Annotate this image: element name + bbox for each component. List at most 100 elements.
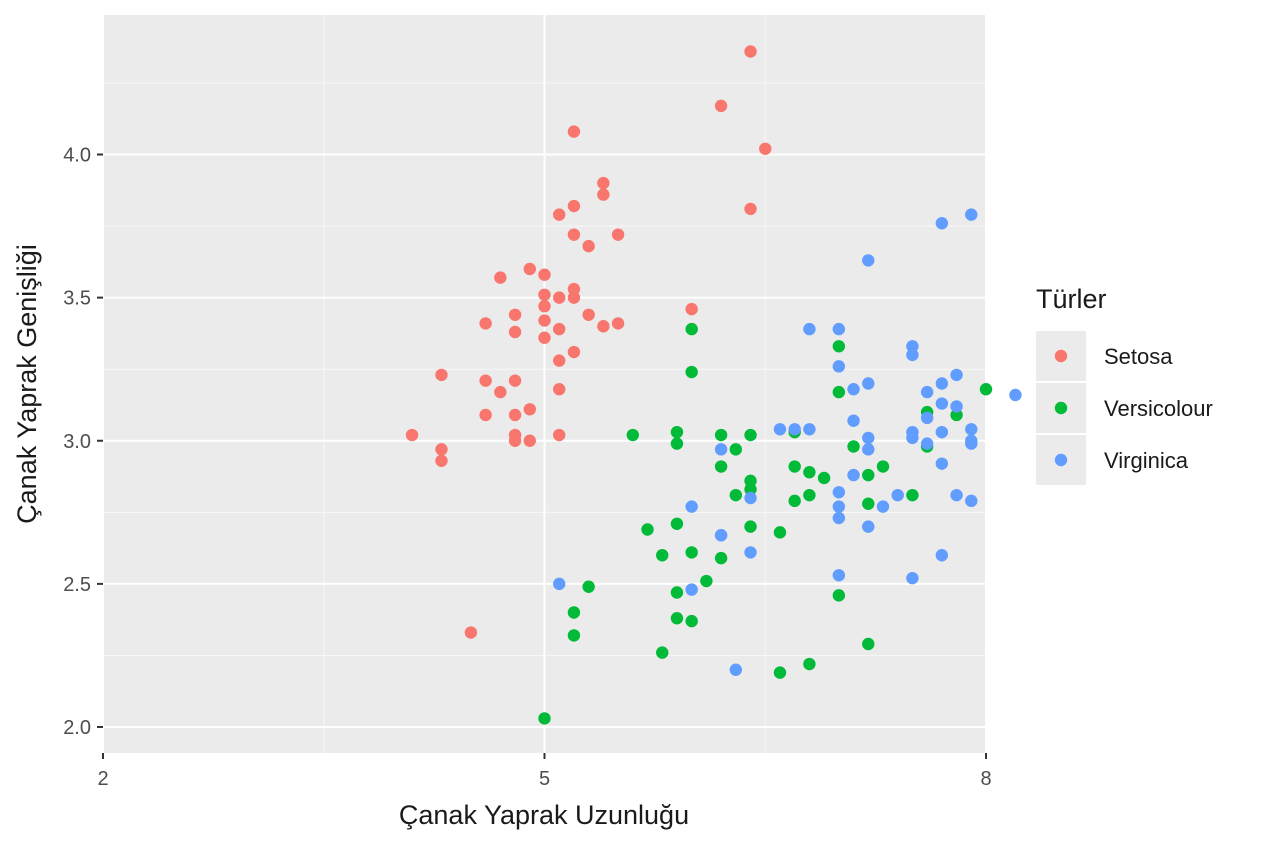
x-axis: 2 5 8 bbox=[97, 753, 992, 790]
data-point-virginica bbox=[935, 425, 949, 439]
x-axis-title: Çanak Yaprak Uzunluğu bbox=[399, 800, 689, 830]
data-point-virginica bbox=[862, 377, 875, 390]
data-point-setosa bbox=[567, 345, 581, 359]
data-point-virginica bbox=[832, 322, 846, 336]
data-point-versicolour bbox=[817, 471, 831, 485]
data-point-virginica bbox=[906, 348, 919, 362]
data-point-virginica bbox=[744, 546, 757, 559]
data-point-setosa bbox=[538, 268, 551, 281]
data-point-versicolour bbox=[714, 551, 728, 565]
data-point-versicolour bbox=[714, 460, 728, 473]
x-tick-label: 2 bbox=[97, 768, 108, 790]
data-point-virginica bbox=[965, 423, 978, 436]
data-point-versicolour bbox=[744, 520, 757, 533]
data-point-versicolour bbox=[685, 322, 698, 336]
data-point-virginica bbox=[965, 208, 978, 221]
data-point-versicolour bbox=[582, 580, 595, 593]
data-point-setosa bbox=[464, 626, 478, 639]
data-point-setosa bbox=[553, 208, 566, 221]
data-point-versicolour bbox=[832, 340, 846, 353]
y-tick-label: 3.5 bbox=[63, 288, 91, 310]
data-point-virginica bbox=[803, 423, 816, 436]
y-tick-label: 4.0 bbox=[63, 145, 91, 167]
data-point-versicolour bbox=[670, 586, 684, 599]
data-point-setosa bbox=[508, 434, 522, 447]
data-point-setosa bbox=[523, 262, 536, 276]
data-point-virginica bbox=[965, 437, 978, 450]
legend-dot-versicolour bbox=[1054, 401, 1068, 415]
data-point-setosa bbox=[759, 142, 772, 155]
data-point-setosa bbox=[435, 368, 448, 382]
data-point-setosa bbox=[435, 454, 448, 467]
data-point-versicolour bbox=[803, 488, 816, 502]
data-point-versicolour bbox=[950, 408, 963, 422]
data-point-versicolour bbox=[685, 614, 698, 628]
data-point-virginica bbox=[832, 486, 846, 499]
data-point-virginica bbox=[950, 400, 963, 413]
legend-dot-setosa bbox=[1054, 349, 1068, 363]
data-point-versicolour bbox=[641, 523, 654, 536]
data-point-virginica bbox=[920, 411, 934, 425]
x-tick-label: 8 bbox=[980, 768, 991, 790]
data-point-virginica bbox=[862, 254, 875, 267]
data-point-versicolour bbox=[685, 365, 698, 379]
data-point-virginica bbox=[729, 663, 743, 676]
data-point-setosa bbox=[538, 314, 551, 327]
data-point-versicolour bbox=[670, 517, 684, 530]
data-point-setosa bbox=[435, 443, 448, 456]
data-point-virginica bbox=[832, 511, 846, 525]
data-point-versicolour bbox=[685, 546, 698, 559]
data-point-versicolour bbox=[803, 657, 816, 671]
data-point-virginica bbox=[862, 443, 875, 456]
data-point-versicolour bbox=[567, 629, 581, 642]
data-point-versicolour bbox=[744, 474, 757, 488]
data-point-virginica bbox=[920, 437, 934, 450]
data-point-versicolour bbox=[744, 483, 757, 496]
data-point-setosa bbox=[553, 291, 566, 304]
data-point-versicolour bbox=[862, 468, 875, 482]
data-point-setosa bbox=[479, 317, 492, 330]
data-point-setosa bbox=[744, 202, 757, 216]
data-point-setosa bbox=[523, 403, 536, 416]
data-point-virginica bbox=[906, 340, 919, 353]
legend: Türler Setosa Versicolour Virginica bbox=[1036, 284, 1213, 485]
legend-items: Setosa Versicolour Virginica bbox=[1036, 331, 1213, 485]
legend-title: Türler bbox=[1036, 284, 1107, 314]
legend-label-setosa: Setosa bbox=[1104, 344, 1173, 369]
data-point-setosa bbox=[508, 374, 522, 387]
data-point-setosa bbox=[538, 300, 551, 313]
data-point-virginica bbox=[1009, 388, 1022, 402]
data-point-virginica bbox=[553, 577, 566, 591]
data-point-setosa bbox=[508, 408, 522, 422]
data-point-setosa bbox=[553, 354, 566, 367]
data-point-versicolour bbox=[670, 612, 684, 625]
data-point-setosa bbox=[567, 228, 581, 241]
data-point-versicolour bbox=[656, 646, 669, 659]
data-point-setosa bbox=[479, 408, 492, 422]
data-point-virginica bbox=[773, 423, 787, 436]
data-point-versicolour bbox=[567, 606, 581, 619]
data-point-versicolour bbox=[714, 428, 728, 442]
y-tick-label: 3.0 bbox=[63, 431, 91, 453]
data-point-versicolour bbox=[862, 637, 875, 651]
data-point-versicolour bbox=[847, 440, 860, 453]
data-point-virginica bbox=[935, 549, 949, 562]
data-point-setosa bbox=[714, 99, 728, 113]
data-point-versicolour bbox=[876, 460, 890, 473]
data-point-versicolour bbox=[626, 428, 639, 442]
data-point-virginica bbox=[935, 457, 949, 470]
data-point-setosa bbox=[405, 428, 419, 442]
data-point-virginica bbox=[832, 569, 846, 582]
data-point-setosa bbox=[685, 302, 698, 316]
data-point-versicolour bbox=[862, 497, 875, 510]
data-point-setosa bbox=[597, 320, 610, 333]
data-point-setosa bbox=[567, 125, 581, 138]
data-point-setosa bbox=[582, 308, 595, 321]
y-axis-title: Çanak Yaprak Genişliği bbox=[12, 244, 42, 524]
data-point-setosa bbox=[538, 288, 551, 301]
data-point-virginica bbox=[714, 529, 728, 542]
data-point-setosa bbox=[508, 325, 522, 339]
data-point-virginica bbox=[862, 431, 875, 445]
x-tick-label: 5 bbox=[539, 768, 550, 790]
data-point-setosa bbox=[567, 282, 581, 296]
